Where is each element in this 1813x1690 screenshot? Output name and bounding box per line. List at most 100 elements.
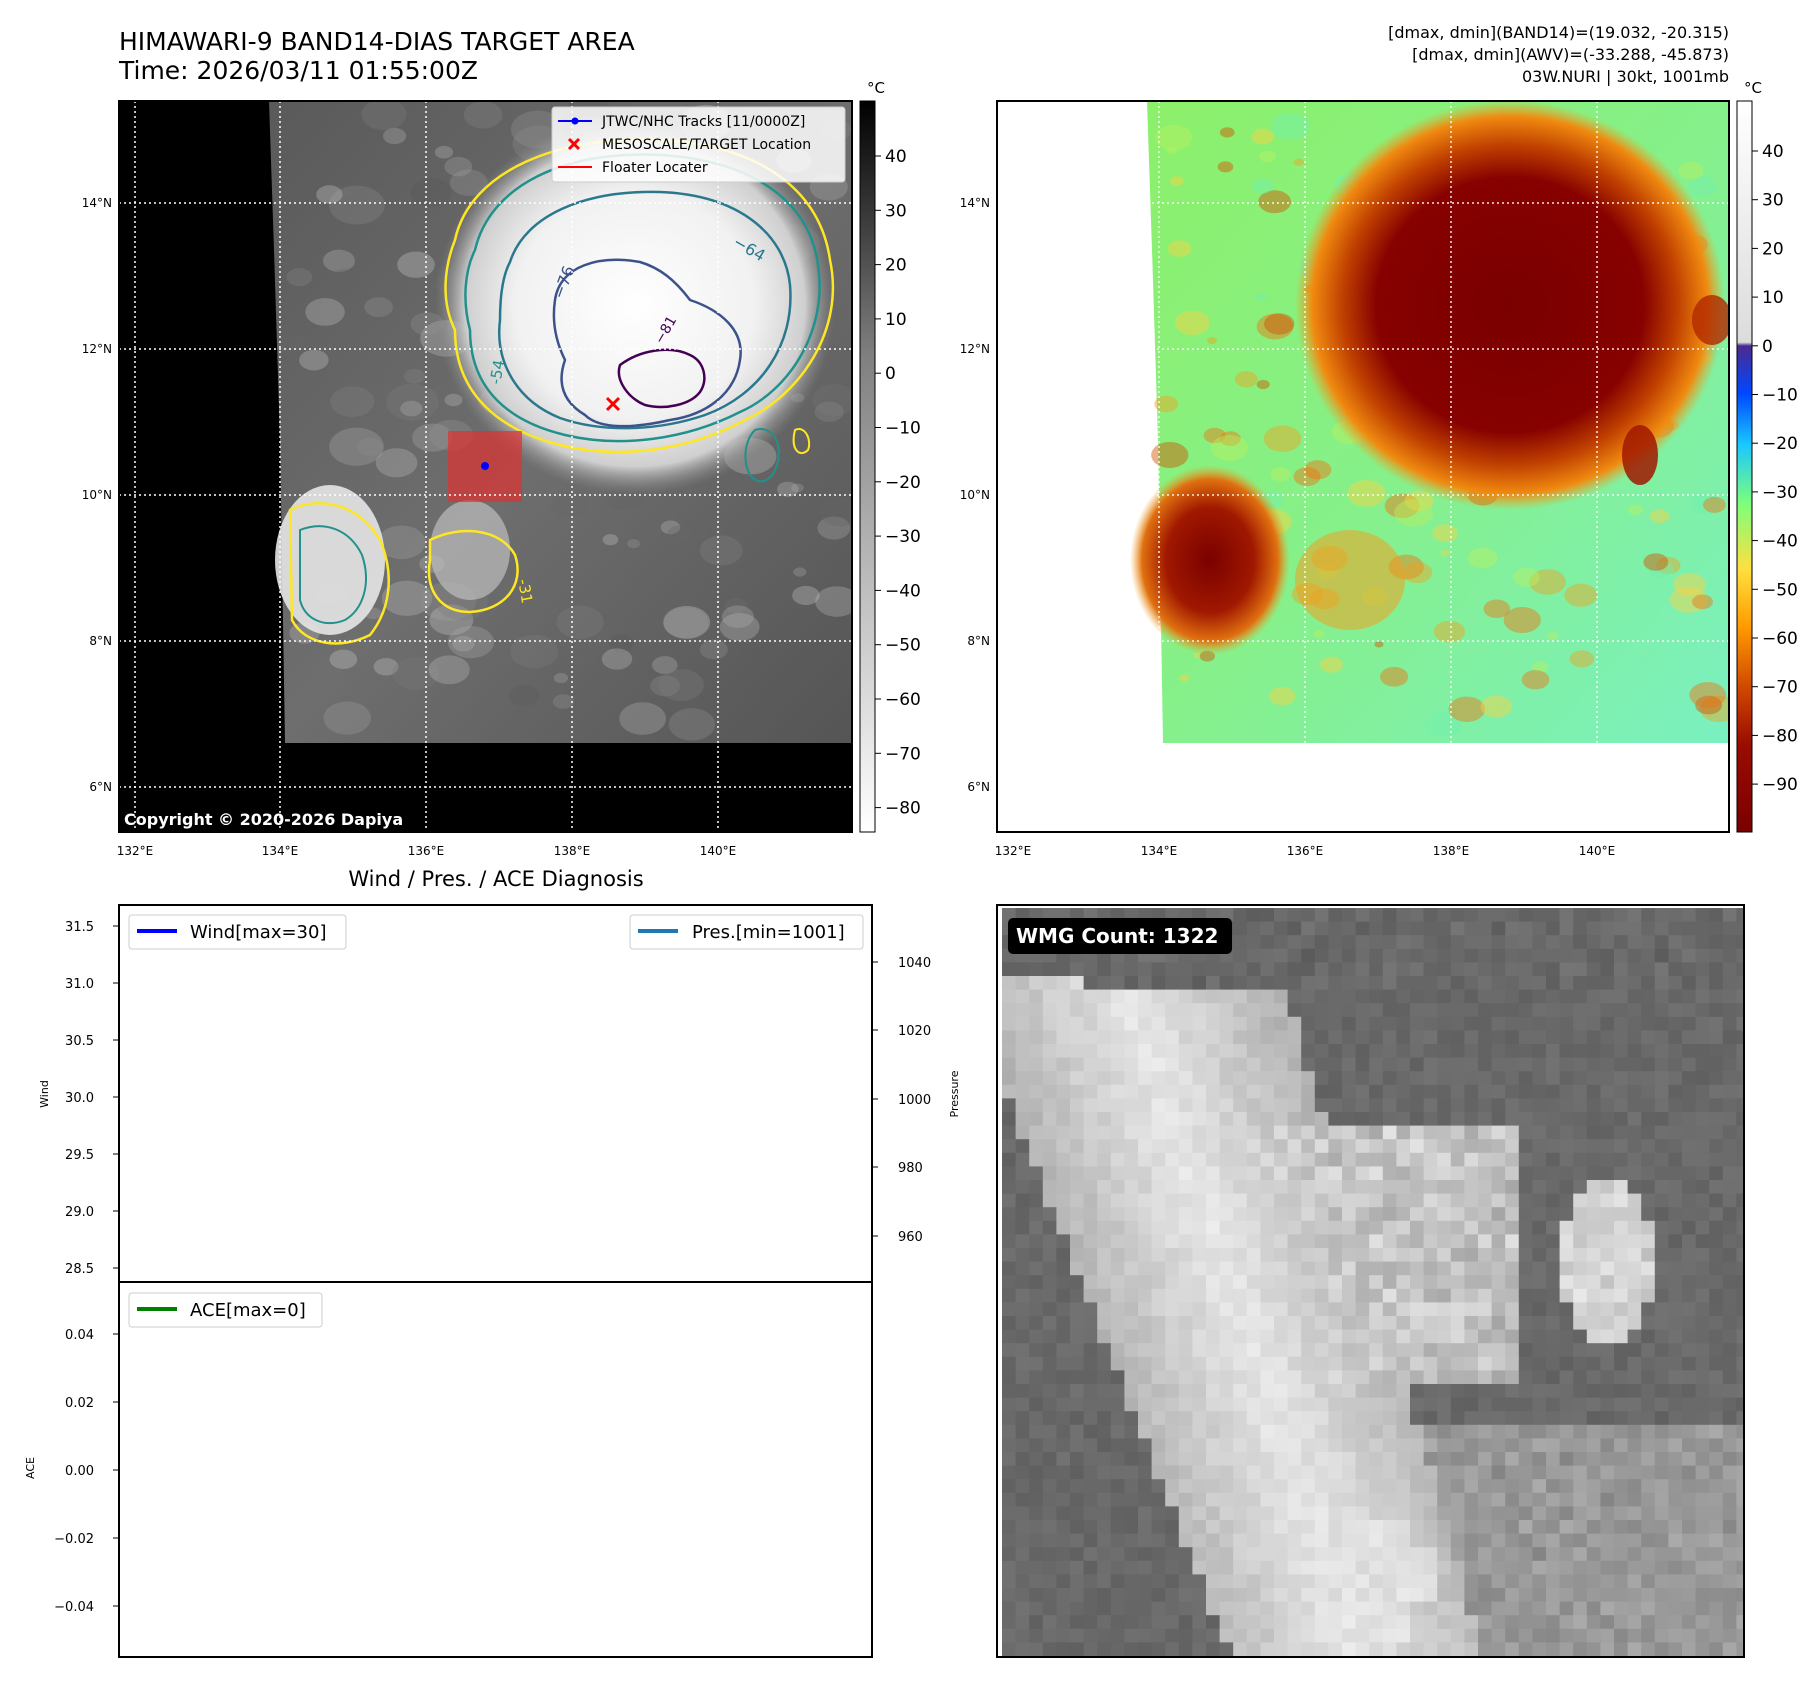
- lat-tick: 8°N: [967, 634, 990, 648]
- ace-axis-ticks: 0.04 0.02 0.00 −0.02 −0.04: [54, 1328, 119, 1615]
- wind-legend-label: Wind[max=30]: [190, 922, 327, 943]
- wmg-frame: [996, 904, 1745, 1658]
- awv-map-panel: 132°E 134°E 136°E 138°E 140°E 14°N 12°N …: [960, 79, 1798, 858]
- wmg-pixel-grid: [1002, 908, 1744, 1657]
- lon-tick: 132°E: [995, 844, 1032, 858]
- time-subtitle: Time: 2026/03/11 01:55:00Z: [118, 56, 478, 85]
- lon-tick: 140°E: [1579, 844, 1616, 858]
- diagnosis-panel: Wind / Pres. / ACE Diagnosis 31.5 31.0 30.…: [24, 867, 961, 1658]
- colorbar-tick-label: −40: [885, 581, 921, 601]
- map-gridlines: [997, 101, 1729, 832]
- lat-tick: 14°N: [82, 196, 112, 210]
- cloud-fragment: [430, 500, 510, 600]
- colorbar-unit: °C: [1744, 79, 1762, 97]
- ace-tick-label: −0.02: [54, 1532, 94, 1547]
- map-frame: [996, 100, 1730, 833]
- colorbar-tick-label: −30: [885, 527, 921, 547]
- colorbar-tick-label: 20: [885, 256, 907, 276]
- lon-tick: 138°E: [554, 844, 591, 858]
- main-title: HIMAWARI-9 BAND14-DIAS TARGET AREA: [119, 27, 635, 56]
- colorbar-tick-label: 30: [1762, 191, 1784, 211]
- band14-map-panel: −64 −76 −81 -54 -31: [82, 79, 921, 858]
- colorbar-tick-label: −30: [1762, 483, 1798, 503]
- ace-legend-label: ACE[max=0]: [190, 1300, 306, 1321]
- ace-tick-label: 0.04: [65, 1328, 94, 1343]
- colorbar-tick-label: 40: [1762, 142, 1784, 162]
- pressure-legend: Pres.[min=1001]: [629, 914, 864, 950]
- small-cold-cell: [1692, 295, 1729, 345]
- copyright-text: Copyright © 2020-2026 Dapiya: [124, 810, 403, 829]
- map-legend: JTWC/NHC Tracks [11/0000Z] MESOSCALE/TAR…: [551, 106, 846, 183]
- legend-tracks-label: JTWC/NHC Tracks [11/0000Z]: [601, 114, 805, 130]
- wmg-count-badge: [1008, 918, 1232, 954]
- ace-tick-label: 0.00: [65, 1464, 94, 1479]
- awv-colorbar: °C 40 30 20 10 0 −10 −20 −30 −40 −50 −60 −70 −80 −90: [1736, 79, 1798, 833]
- small-cold-cell: [1622, 425, 1658, 485]
- jtwc-track-point: [481, 462, 489, 470]
- legend-target-label: MESOSCALE/TARGET Location: [602, 137, 811, 153]
- wind-tick-label: 31.5: [65, 920, 94, 935]
- wind-pressure-axes: [118, 904, 873, 1283]
- ace-axis-label: ACE: [24, 1457, 37, 1479]
- pressure-tick-label: 1000: [898, 1093, 931, 1108]
- map2-lat-ticks: 14°N 12°N 10°N 8°N 6°N: [960, 196, 990, 794]
- contour-31-east-small: [792, 428, 811, 455]
- ace-axes: [118, 1281, 873, 1658]
- warm-patch: [1295, 530, 1405, 630]
- colorbar-tick-label: 10: [885, 310, 907, 330]
- wind-axis-ticks: 31.5 31.0 30.5 30.0 29.5 29.0 28.5: [65, 920, 119, 1277]
- lon-tick: 136°E: [1287, 844, 1324, 858]
- contour-31-east: [427, 529, 519, 614]
- lon-tick: 138°E: [1433, 844, 1470, 858]
- band14-range-info: [dmax, dmin](BAND14)=(19.032, -20.315): [1388, 23, 1729, 42]
- lon-tick: 134°E: [262, 844, 299, 858]
- colorbar-tick-label: −50: [885, 636, 921, 656]
- wind-tick-label: 29.0: [65, 1205, 94, 1220]
- map2-lon-ticks: 132°E 134°E 136°E 138°E 140°E: [995, 844, 1616, 858]
- west-cold-cluster: [1130, 465, 1290, 655]
- wind-tick-label: 28.5: [65, 1262, 94, 1277]
- contour-76: [552, 258, 742, 428]
- pressure-tick-label: 1020: [898, 1024, 931, 1039]
- lat-tick: 10°N: [960, 488, 990, 502]
- colorbar-tick-label: −50: [1762, 580, 1798, 600]
- colorbar-tick-label: 0: [1762, 337, 1773, 357]
- storm-info: 03W.NURI | 30kt, 1001mb: [1522, 67, 1729, 86]
- lat-tick: 8°N: [89, 634, 112, 648]
- contour-64: [498, 190, 792, 430]
- lat-tick: 6°N: [89, 780, 112, 794]
- colorbar-tick-label: −60: [1762, 629, 1798, 649]
- colorbar-tick-label: 10: [1762, 288, 1784, 308]
- colorbar-tick-label: −60: [885, 690, 921, 710]
- colorbar-tick-label: −20: [1762, 434, 1798, 454]
- contour-81: [617, 348, 706, 409]
- colorbar-tick-label: −10: [1762, 386, 1798, 406]
- map1-lat-ticks: 14°N 12°N 10°N 8°N 6°N: [82, 196, 112, 794]
- wind-tick-label: 30.0: [65, 1091, 94, 1106]
- colorbar-tick-label: −70: [885, 744, 921, 764]
- colorbar-tick-label: −80: [885, 799, 921, 819]
- legend-floater-label: Floater Locater: [602, 160, 708, 176]
- wind-tick-label: 29.5: [65, 1148, 94, 1163]
- lon-tick: 140°E: [700, 844, 737, 858]
- map1-lon-ticks: 132°E 134°E 136°E 138°E 140°E: [117, 844, 737, 858]
- colorbar-tick-label: −40: [1762, 532, 1798, 552]
- cold-cloud-core: [1295, 101, 1725, 510]
- colorbar-tick-label: −10: [885, 419, 921, 439]
- wmg-count-label: WMG Count: 1322: [1016, 924, 1218, 948]
- colorbar-tick-label: −80: [1762, 726, 1798, 746]
- pressure-axis-label: Pressure: [948, 1070, 961, 1117]
- lat-tick: 10°N: [82, 488, 112, 502]
- colorbar-tick-label: 40: [885, 147, 907, 167]
- lat-tick: 12°N: [82, 342, 112, 356]
- colorbar-tick-label: −20: [885, 473, 921, 493]
- lat-tick: 6°N: [967, 780, 990, 794]
- pressure-axis-ticks: 1040 1020 1000 980 960: [872, 956, 931, 1245]
- colorbar-tick-label: −70: [1762, 678, 1798, 698]
- lon-tick: 136°E: [408, 844, 445, 858]
- wmg-panel: WMG Count: 1322: [996, 904, 1745, 1658]
- map-frame: [118, 100, 853, 833]
- pressure-legend-label: Pres.[min=1001]: [692, 922, 845, 943]
- pressure-tick-label: 980: [898, 1161, 923, 1176]
